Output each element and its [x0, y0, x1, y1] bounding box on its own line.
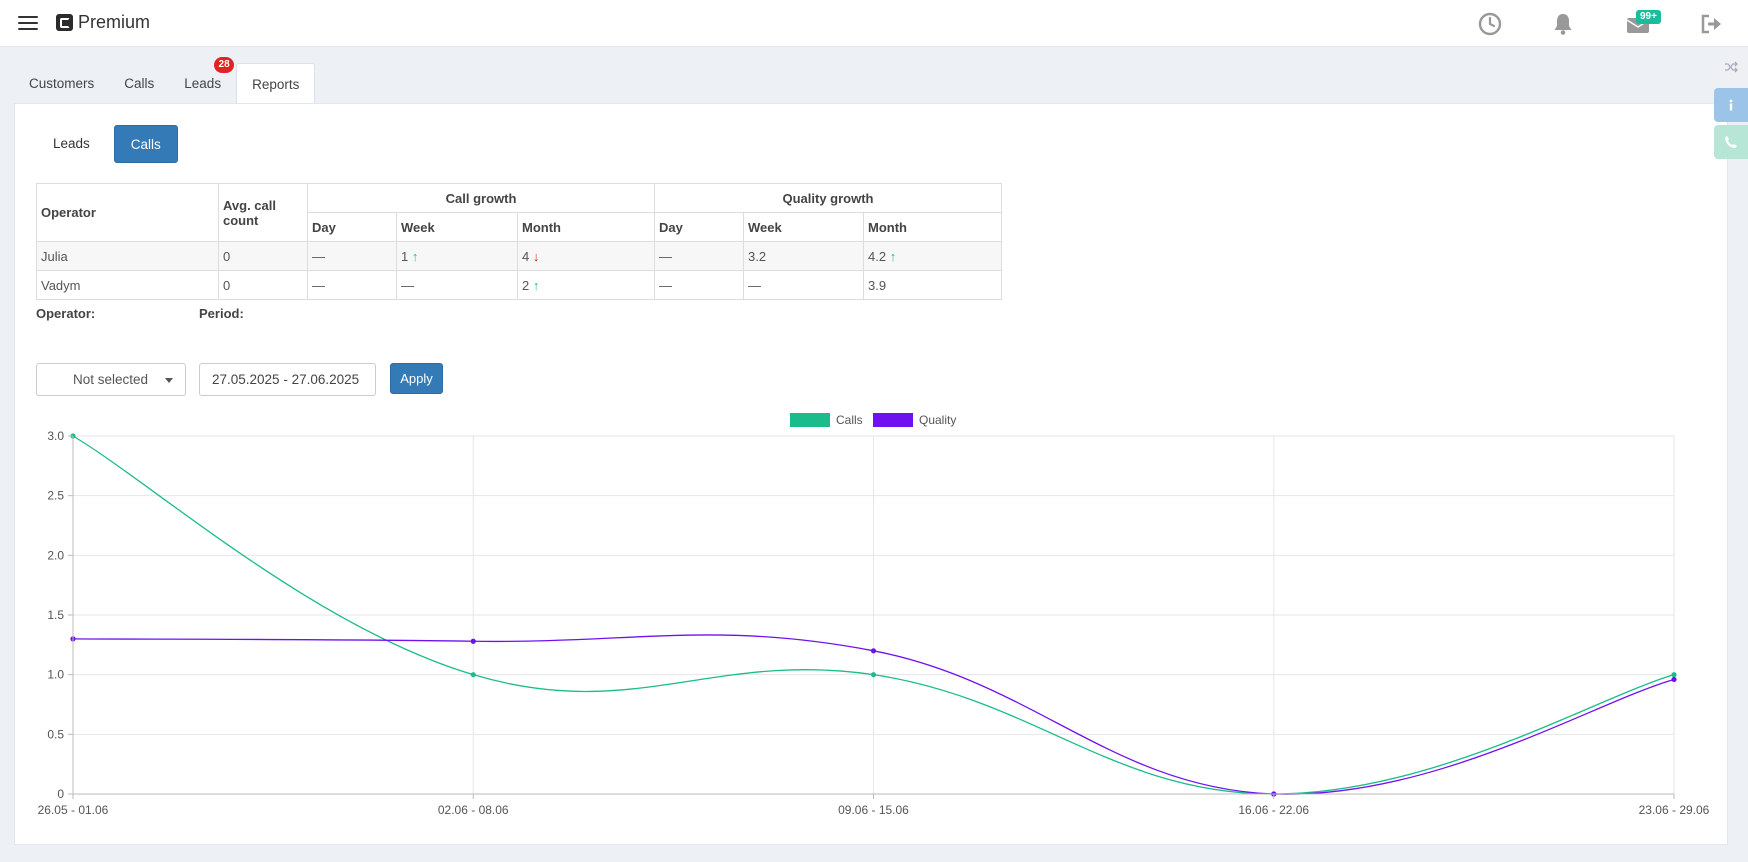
clock-icon[interactable]	[1478, 12, 1502, 36]
tab-calls[interactable]: Calls	[124, 76, 155, 91]
tab-reports[interactable]: Reports	[236, 63, 316, 104]
avg-call-count: 0	[218, 241, 308, 271]
quality-month-value: 4.2	[868, 248, 887, 264]
brand-name: Premium	[78, 12, 151, 32]
header-call-day: Day	[307, 212, 397, 242]
table-row: Julia 0 — 1 ↑ 4 ↓ — 3.2 4.2 ↑	[36, 241, 1002, 271]
call-day: —	[307, 241, 397, 271]
arrow-down-icon: ↓	[532, 248, 540, 264]
quality-day: —	[654, 241, 744, 271]
info-icon[interactable]	[1714, 88, 1748, 122]
tab-leads[interactable]: Leads 28	[169, 57, 236, 104]
call-day: —	[307, 270, 397, 300]
reports-panel: Leads Calls Operator Avg. call count Cal…	[14, 103, 1728, 845]
mail-icon[interactable]: 99+	[1626, 10, 1661, 36]
main-tabs: Customers Calls Leads 28 Reports	[14, 57, 316, 104]
shuffle-icon[interactable]	[1714, 50, 1748, 84]
messages-badge: 99+	[1636, 10, 1661, 24]
quality-month: 3.9	[863, 270, 1002, 300]
leads-count-badge: 28	[214, 57, 235, 73]
menu-icon[interactable]	[18, 15, 38, 31]
subtab-calls[interactable]: Calls	[113, 125, 178, 163]
caret-down-icon	[165, 378, 173, 383]
operator-report-table: Operator Avg. call count Call growth Qua…	[36, 183, 1002, 300]
table-row: Vadym 0 — — 2 ↑ — — 3.9	[36, 270, 1002, 300]
header-quality-day: Day	[654, 212, 744, 242]
call-week-value: 1	[401, 248, 409, 264]
operator-name[interactable]: Vadym	[36, 270, 219, 300]
call-month: 4 ↓	[517, 241, 655, 271]
quality-week: 3.2	[743, 241, 864, 271]
header-operator: Operator	[36, 183, 219, 242]
header-quality-month: Month	[863, 212, 1002, 242]
call-month-value: 2	[522, 277, 530, 293]
quality-day: —	[654, 270, 744, 300]
header-call-month: Month	[517, 212, 655, 242]
phone-icon[interactable]	[1714, 125, 1748, 159]
operator-select[interactable]: Not selected	[36, 363, 186, 396]
arrow-up-icon: ↑	[532, 277, 540, 293]
arrow-up-icon: ↑	[411, 248, 419, 264]
bell-icon[interactable]	[1551, 12, 1575, 36]
avg-call-count: 0	[218, 270, 308, 300]
period-input[interactable]	[199, 363, 376, 396]
quality-week: —	[743, 270, 864, 300]
apply-button[interactable]: Apply	[390, 363, 443, 394]
header-avg-call-count: Avg. call count	[218, 183, 308, 242]
subtab-leads[interactable]: Leads	[53, 136, 90, 151]
arrow-up-icon: ↑	[889, 248, 897, 264]
top-bar: Premium 99+	[0, 0, 1748, 47]
logout-icon[interactable]	[1699, 12, 1723, 36]
operator-name[interactable]: Julia	[36, 241, 219, 271]
header-quality-week: Week	[743, 212, 864, 242]
call-month-value: 4	[522, 248, 530, 264]
call-week: —	[396, 270, 518, 300]
tab-customers[interactable]: Customers	[29, 76, 95, 91]
call-month: 2 ↑	[517, 270, 655, 300]
brand-mark-icon	[56, 14, 73, 31]
header-call-week: Week	[396, 212, 518, 242]
period-filter-label: Period:	[199, 306, 244, 321]
quality-month: 4.2 ↑	[863, 241, 1002, 271]
brand-logo[interactable]: Premium	[56, 12, 150, 33]
tab-leads-label: Leads	[184, 76, 222, 91]
header-call-growth: Call growth	[307, 183, 655, 213]
report-type-switch: Leads Calls	[37, 125, 178, 163]
operator-filter-label: Operator:	[36, 306, 96, 321]
operator-select-value: Not selected	[73, 372, 149, 387]
call-week: 1 ↑	[396, 241, 518, 271]
header-quality-growth: Quality growth	[654, 183, 1002, 213]
